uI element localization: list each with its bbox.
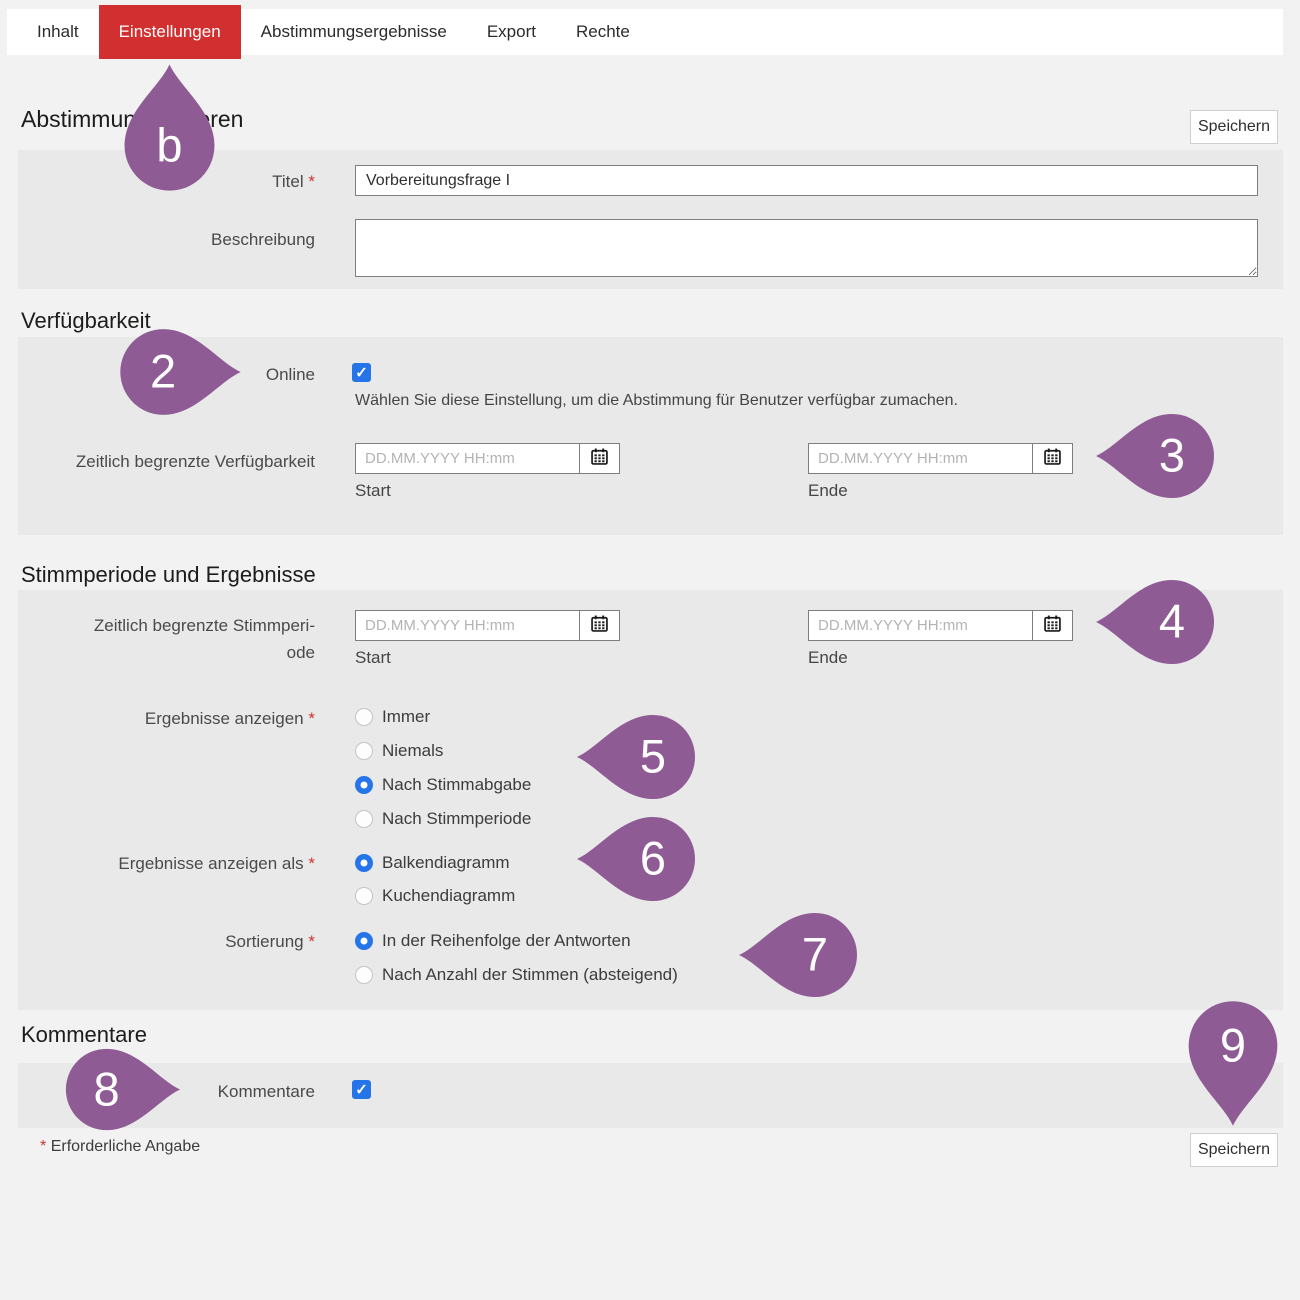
results-as-label-text: Ergebnisse anzeigen als <box>118 854 304 873</box>
radio-button[interactable] <box>355 810 373 828</box>
voting-end-sublabel: Ende <box>808 648 848 667</box>
required-note-text: Erforderliche Angabe <box>50 1138 201 1155</box>
required-asterisk: * <box>308 932 315 951</box>
sort-label-text: Sortierung <box>225 932 304 951</box>
calendar-icon <box>1044 615 1061 637</box>
radio-label: Kuchendiagramm <box>382 886 516 905</box>
availability-start-group <box>355 443 620 474</box>
voting-start-group <box>355 610 620 641</box>
availability-start-calendar-button[interactable] <box>580 443 620 474</box>
online-checkbox[interactable] <box>352 363 371 382</box>
radio-button[interactable] <box>355 742 373 760</box>
voting-start-calendar-button[interactable] <box>580 610 620 641</box>
radio-button[interactable] <box>355 932 373 950</box>
availability-heading: Verfügbarkeit <box>21 308 151 333</box>
tab-abstimmungsergebnisse[interactable]: Abstimmungsergebnisse <box>260 22 447 41</box>
availability-start-input[interactable] <box>355 443 580 474</box>
tab-inhalt[interactable]: Inhalt <box>37 22 79 41</box>
radio-label: Nach Stimmperiode <box>382 809 532 828</box>
voting-start-input[interactable] <box>355 610 580 641</box>
voting-start-sublabel: Start <box>355 648 391 667</box>
radio-label: Balkendiagramm <box>382 853 510 872</box>
title-input[interactable] <box>355 165 1258 196</box>
voting-end-input[interactable] <box>808 610 1033 641</box>
availability-end-group <box>808 443 1073 474</box>
title-label-text: Titel <box>272 172 304 191</box>
radio-anzahl-stimmen[interactable]: Nach Anzahl der Stimmen (absteigend) <box>355 965 678 985</box>
online-byline: Wählen Sie diese Einstellung, um die Abs… <box>355 392 958 409</box>
sort-label: Sortierung * <box>18 931 315 952</box>
radio-label: In der Reihenfolge der Antworten <box>382 931 631 950</box>
tab-bar: Inhalt Einstellungen Abstimmungsergebnis… <box>7 5 1283 59</box>
availability-start-sublabel: Start <box>355 481 391 500</box>
radio-label: Immer <box>382 707 431 726</box>
comments-heading: Kommentare <box>21 1022 147 1047</box>
required-asterisk: * <box>40 1138 47 1155</box>
voting-period-label: Zeitlich begrenzte Stimmperi- ode <box>18 612 315 666</box>
availability-period-label: Zeitlich begrenzte Verfügbarkeit <box>75 452 315 471</box>
calendar-icon <box>591 448 608 470</box>
radio-label: Nach Anzahl der Stimmen (absteigend) <box>382 965 678 984</box>
tab-einstellungen[interactable]: Einstellungen <box>98 5 241 59</box>
radio-reihenfolge-antworten[interactable]: In der Reihenfolge der Antworten <box>355 931 631 951</box>
availability-end-input[interactable] <box>808 443 1033 474</box>
panel-comments <box>18 1063 1283 1128</box>
results-show-label: Ergebnisse anzeigen * <box>18 708 315 729</box>
radio-niemals[interactable]: Niemals <box>355 741 443 761</box>
radio-kuchendiagramm[interactable]: Kuchendiagramm <box>355 886 515 906</box>
voting-heading: Stimmperiode und Ergebnisse <box>21 562 316 587</box>
radio-label: Nach Stimmabgabe <box>382 775 532 794</box>
save-button-bottom[interactable]: Speichern <box>1190 1133 1278 1167</box>
online-label: Online <box>265 365 315 384</box>
description-textarea[interactable] <box>355 219 1258 277</box>
voting-period-label-line2: ode <box>286 643 315 662</box>
comments-checkbox[interactable] <box>352 1080 371 1099</box>
panel-voting <box>18 590 1283 1010</box>
availability-end-sublabel: Ende <box>808 481 848 500</box>
tab-rechte[interactable]: Rechte <box>575 22 630 41</box>
required-asterisk: * <box>308 709 315 728</box>
radio-immer[interactable]: Immer <box>355 707 430 727</box>
radio-balkendiagramm[interactable]: Balkendiagramm <box>355 853 510 873</box>
radio-nach-stimmperiode[interactable]: Nach Stimmperiode <box>355 809 531 829</box>
voting-end-group <box>808 610 1073 641</box>
calendar-icon <box>591 615 608 637</box>
voting-period-label-line1: Zeitlich begrenzte Stimmperi- <box>93 616 315 635</box>
description-label: Beschreibung <box>211 230 315 249</box>
save-button-top[interactable]: Speichern <box>1190 110 1278 144</box>
tab-export[interactable]: Export <box>486 22 536 41</box>
radio-button[interactable] <box>355 887 373 905</box>
calendar-icon <box>1044 448 1061 470</box>
radio-nach-stimmabgabe[interactable]: Nach Stimmabgabe <box>355 775 531 795</box>
required-note: * Erforderliche Angabe <box>40 1138 200 1156</box>
radio-button[interactable] <box>355 966 373 984</box>
required-asterisk: * <box>308 172 315 191</box>
required-asterisk: * <box>308 854 315 873</box>
results-as-label: Ergebnisse anzeigen als * <box>18 853 315 874</box>
radio-label: Niemals <box>382 741 444 760</box>
voting-end-calendar-button[interactable] <box>1033 610 1073 641</box>
radio-button[interactable] <box>355 708 373 726</box>
availability-end-calendar-button[interactable] <box>1033 443 1073 474</box>
comments-label: Kommentare <box>217 1082 315 1101</box>
radio-button[interactable] <box>355 776 373 794</box>
radio-button[interactable] <box>355 854 373 872</box>
title-label: Titel * <box>18 171 315 192</box>
page-title: Abstimmung editieren <box>21 106 244 132</box>
results-show-label-text: Ergebnisse anzeigen <box>144 709 304 728</box>
